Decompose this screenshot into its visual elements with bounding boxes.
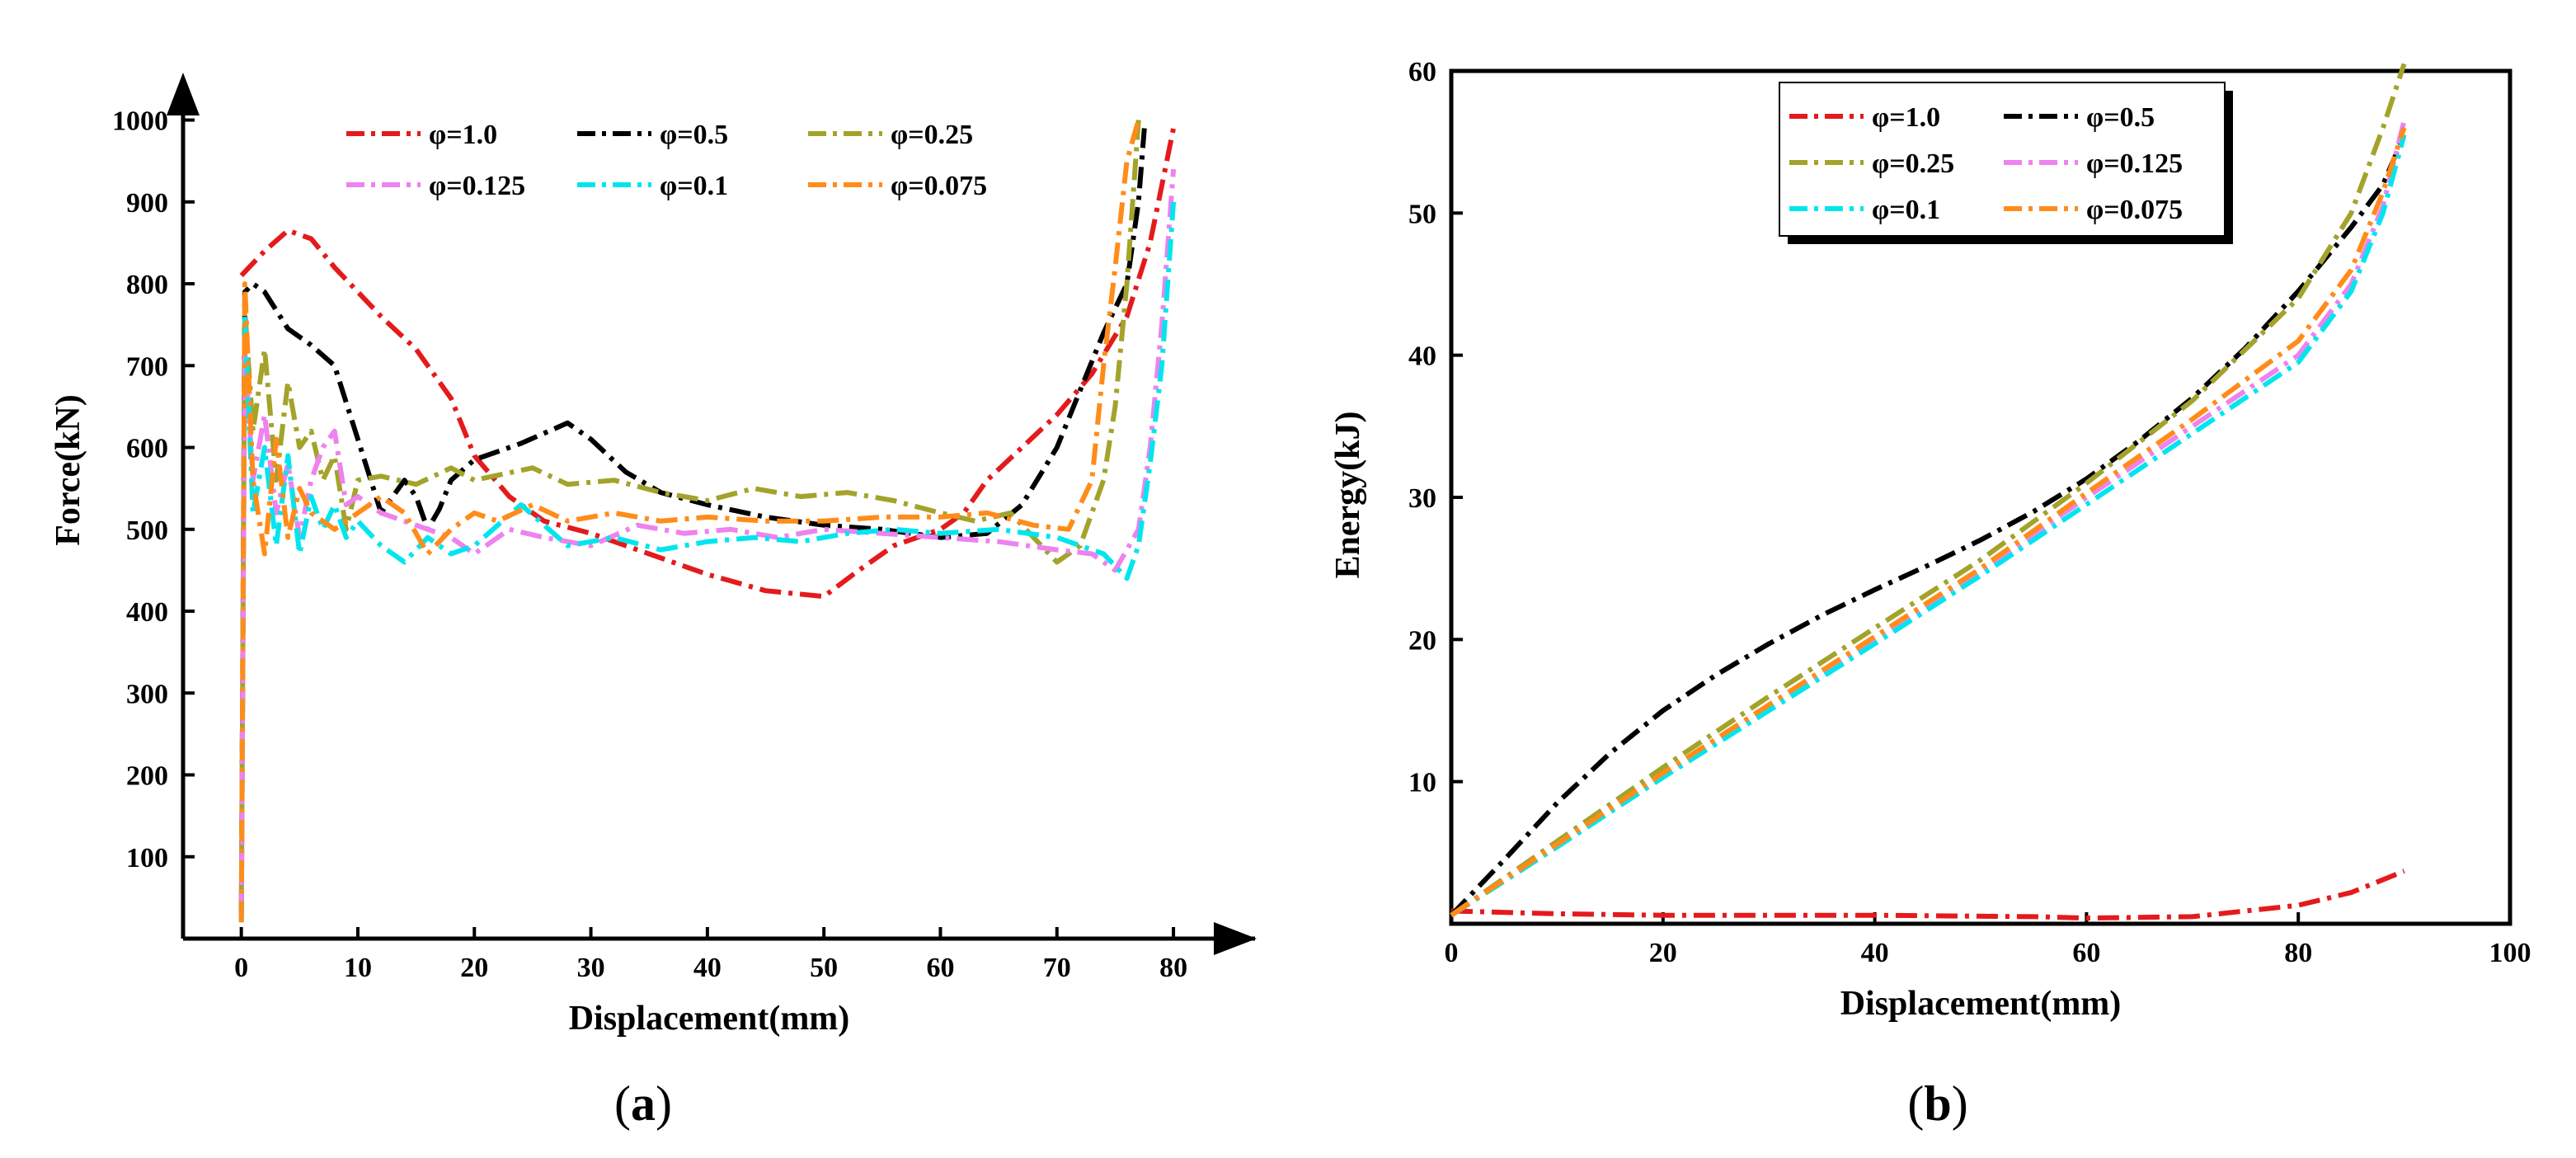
panel-b-legend-label: φ=0.5 bbox=[2086, 102, 2155, 133]
panel-a-series-line-5 bbox=[238, 201, 1177, 923]
panel-a-x-tick-label: 0 bbox=[234, 953, 248, 983]
panel-a-plot-area bbox=[238, 119, 1177, 923]
panel-b-legend-item: φ=0.125 bbox=[2004, 148, 2183, 179]
panel-a-y-tick-label: 200 bbox=[126, 761, 168, 792]
panel-a-x-tick-label: 20 bbox=[460, 953, 488, 983]
panel-b-legend-label: φ=0.25 bbox=[1872, 148, 1954, 179]
panel-a-legend-item: φ=0.075 bbox=[808, 171, 987, 201]
panel-b-y-tick-label: 60 bbox=[1408, 57, 1436, 87]
panel-b-series-line-3 bbox=[1450, 63, 2407, 918]
panel-b-legend-item: φ=1.0 bbox=[1789, 102, 1940, 133]
panel-a-legend-item: φ=0.1 bbox=[577, 171, 728, 201]
panel-a-y-tick-label: 300 bbox=[126, 679, 168, 709]
panel-b-y-tick-label: 50 bbox=[1408, 199, 1436, 229]
panel-b-x-tick-label: 20 bbox=[1649, 938, 1677, 968]
panel-b-legend: φ=1.0 φ=0.5 φ=0.25 φ=0.125 φ=0.1 φ=0.075 bbox=[1779, 82, 2233, 244]
panel-b-ylabel: Energy(kJ) bbox=[1329, 412, 1367, 579]
panel-b-series-line-5 bbox=[1450, 134, 2407, 918]
panel-a-y-tick-label: 800 bbox=[126, 270, 168, 300]
panel-b-xlabel: Displacement(mm) bbox=[1840, 985, 2122, 1023]
panel-b-legend-label: φ=0.1 bbox=[1872, 195, 1940, 225]
panel-a-x-tick-label: 50 bbox=[810, 953, 838, 983]
panel-a-legend-item: φ=0.125 bbox=[346, 171, 525, 201]
panel-b-legend-item: φ=0.075 bbox=[2004, 195, 2183, 225]
panel-b-y-tick-label: 20 bbox=[1408, 625, 1436, 656]
panel-a-y-tick-label: 500 bbox=[126, 515, 168, 546]
panel-a-y-axis-arrow bbox=[167, 73, 200, 115]
panel-a-ticks: 0 10 20 30 40 50 60 70 80 100 200 300 400 500 600 700 80… bbox=[112, 106, 1187, 983]
panel-b-legend-label: φ=1.0 bbox=[1872, 102, 1940, 133]
panel-b-legend-item: φ=0.25 bbox=[1789, 148, 1954, 179]
panel-a-x-tick-label: 30 bbox=[577, 953, 605, 983]
panel-a-y-tick-label: 400 bbox=[126, 597, 168, 628]
panel-a-legend-label: φ=0.1 bbox=[660, 171, 728, 201]
panel-b-y-tick-label: 10 bbox=[1408, 768, 1436, 798]
panel-a-series-line-2 bbox=[238, 128, 1147, 915]
panel-b-series-line-1 bbox=[1450, 868, 2405, 921]
panel-a-label: (a) bbox=[614, 1076, 672, 1131]
panel-b-legend-label: φ=0.125 bbox=[2086, 148, 2183, 179]
panel-a-legend-label: φ=1.0 bbox=[429, 120, 497, 150]
panel-a-y-tick-label: 700 bbox=[126, 351, 168, 382]
panel-b-label: (b) bbox=[1907, 1076, 1967, 1131]
panel-a-y-tick-label: 600 bbox=[126, 434, 168, 464]
panel-a-series-line-6 bbox=[238, 119, 1141, 923]
panel-a-x-tick-label: 10 bbox=[344, 953, 372, 983]
panel-a-legend-label: φ=0.25 bbox=[891, 120, 973, 150]
panel-b-y-tick-label: 40 bbox=[1408, 341, 1436, 372]
panel-a-legend-label: φ=0.075 bbox=[891, 171, 987, 201]
panel-a-legend-item: φ=1.0 bbox=[346, 120, 497, 150]
panel-b-x-tick-label: 0 bbox=[1445, 938, 1459, 968]
panel-a-x-tick-label: 60 bbox=[926, 953, 954, 983]
panel-a-x-tick-label: 40 bbox=[693, 953, 722, 983]
panel-a: 0 10 20 30 40 50 60 70 80 100 200 300 400 500 600 700 80… bbox=[49, 73, 1257, 1131]
panel-b-legend-label: φ=0.075 bbox=[2086, 195, 2183, 225]
panel-a-y-tick-label: 100 bbox=[126, 843, 168, 873]
panel-b-series-line-6 bbox=[1450, 126, 2407, 918]
panel-b-x-tick-label: 60 bbox=[2072, 938, 2100, 968]
panel-b-plot-area bbox=[1449, 63, 2407, 921]
panel-b-x-tick-label: 80 bbox=[2284, 938, 2312, 968]
panel-b-x-tick-label: 40 bbox=[1861, 938, 1889, 968]
panel-b-legend-item: φ=0.1 bbox=[1789, 195, 1940, 225]
panel-a-x-axis-arrow bbox=[1214, 922, 1257, 955]
panel-a-legend-label: φ=0.5 bbox=[660, 120, 728, 150]
panel-a-legend: φ=1.0 φ=0.5 φ=0.25 φ=0.125 φ=0.1 φ=0.075 bbox=[346, 120, 987, 201]
panel-a-series-line-1 bbox=[239, 127, 1177, 600]
panel-a-legend-item: φ=0.5 bbox=[577, 120, 728, 150]
panel-a-x-tick-label: 80 bbox=[1159, 953, 1187, 983]
panel-a-y-tick-label: 900 bbox=[126, 188, 168, 219]
panel-b-x-tick-label: 100 bbox=[2489, 938, 2531, 968]
panel-b-series-line-2 bbox=[1449, 134, 2407, 917]
panel-b-legend-item: φ=0.5 bbox=[2004, 102, 2155, 133]
panel-b-ticks: 0 20 40 60 80 100 10 20 30 40 50 60 bbox=[1408, 57, 2531, 968]
panel-a-xlabel: Displacement(mm) bbox=[569, 1000, 850, 1038]
panel-a-y-tick-label: 1000 bbox=[112, 106, 168, 137]
panel-a-ylabel: Force(kN) bbox=[49, 394, 87, 545]
panel-b: 0 20 40 60 80 100 10 20 30 40 50 60 Displacement(mm… bbox=[1329, 57, 2531, 1131]
panel-a-legend-item: φ=0.25 bbox=[808, 120, 973, 150]
panel-b-y-tick-label: 30 bbox=[1408, 483, 1436, 514]
panel-a-series-line-3 bbox=[238, 120, 1141, 906]
panel-a-legend-label: φ=0.125 bbox=[429, 171, 525, 201]
panel-a-x-tick-label: 70 bbox=[1043, 953, 1071, 983]
